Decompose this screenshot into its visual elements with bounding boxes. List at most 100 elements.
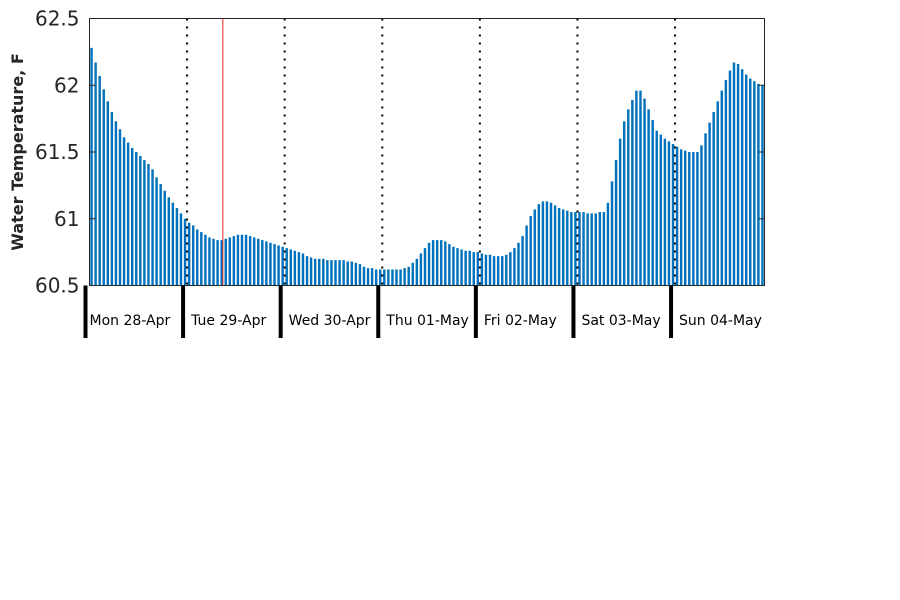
bar (488, 254, 492, 286)
day-label: Fri 02-May (484, 313, 557, 329)
bar (139, 156, 142, 286)
day-label: Sun 04-May (679, 313, 762, 329)
bar (553, 205, 557, 286)
bar (285, 248, 288, 286)
bar (448, 244, 451, 286)
bar (366, 268, 370, 286)
bar (297, 252, 301, 286)
bar (517, 242, 520, 286)
bar (716, 101, 719, 286)
y-ticks-group: 60.5 61 61.5 62 62.5 (35, 7, 765, 298)
y-tick-label: 61 (54, 207, 79, 231)
bar (635, 90, 638, 286)
bar (728, 70, 732, 286)
bar (179, 213, 183, 286)
bar (704, 133, 707, 286)
bar (106, 101, 110, 286)
bar (484, 254, 488, 286)
bar (151, 169, 154, 286)
bar (183, 218, 187, 286)
bar (163, 190, 166, 286)
bar (240, 234, 244, 286)
bar (594, 213, 597, 286)
bar (293, 250, 297, 286)
bar (720, 90, 724, 286)
day-axis-group: Mon 28-Apr Tue 29-Apr Wed 30-Apr Thu 01-May… (83, 285, 762, 338)
bar (513, 248, 516, 286)
bar (159, 184, 162, 286)
bar (212, 238, 215, 286)
bar (338, 260, 341, 286)
bar (257, 238, 260, 286)
bar (301, 253, 305, 286)
bar (187, 222, 191, 286)
bar (411, 262, 414, 286)
bar (216, 240, 219, 286)
bar (651, 119, 654, 286)
bar (586, 213, 589, 286)
bar (244, 234, 248, 286)
bar (196, 229, 199, 286)
bar (387, 269, 390, 286)
bar (557, 208, 561, 286)
bar (326, 260, 329, 286)
y-axis-title: Water Temperature, F (8, 53, 27, 251)
bar (679, 149, 683, 286)
bar (391, 269, 394, 286)
bar (309, 257, 313, 286)
bar (318, 258, 321, 286)
bar (110, 111, 114, 286)
bar (525, 225, 528, 286)
bar (350, 261, 353, 286)
bar (521, 236, 524, 286)
bar (362, 266, 366, 286)
y-tick-label: 62 (54, 73, 79, 97)
bar (415, 258, 419, 286)
bar (753, 81, 756, 286)
bar (606, 202, 610, 286)
day-label: Tue 29-Apr (190, 313, 266, 329)
bar (330, 260, 333, 286)
bar (761, 85, 764, 286)
bar (683, 150, 687, 286)
bar (90, 47, 93, 286)
bar (598, 212, 602, 286)
bar (143, 160, 146, 286)
bar (252, 237, 256, 286)
bar (675, 146, 679, 286)
day-label: Wed 30-Apr (289, 313, 371, 329)
bar (541, 201, 545, 286)
bar (313, 258, 317, 286)
bar (346, 261, 349, 286)
bar (562, 209, 565, 286)
bar (659, 134, 663, 286)
bar (724, 79, 728, 286)
bar (574, 212, 577, 286)
bar (232, 236, 236, 286)
bar (736, 63, 740, 286)
bar (639, 90, 642, 286)
bar (740, 69, 744, 286)
bar (667, 141, 671, 286)
day-label: Thu 01-May (385, 313, 469, 329)
bar (431, 240, 435, 286)
bar (342, 260, 345, 286)
bar (744, 74, 748, 286)
bar (496, 256, 500, 286)
bar (370, 268, 374, 286)
bar (501, 256, 504, 286)
bar (647, 109, 650, 286)
bar (399, 269, 402, 286)
bars-group (90, 47, 764, 286)
bar (135, 152, 138, 286)
bar (265, 241, 268, 286)
bar (419, 253, 423, 286)
bar (403, 268, 406, 286)
bar (167, 197, 171, 286)
bar (289, 249, 292, 286)
bar (305, 256, 309, 286)
bar (476, 252, 480, 286)
bar (191, 225, 195, 286)
bar (533, 209, 536, 286)
